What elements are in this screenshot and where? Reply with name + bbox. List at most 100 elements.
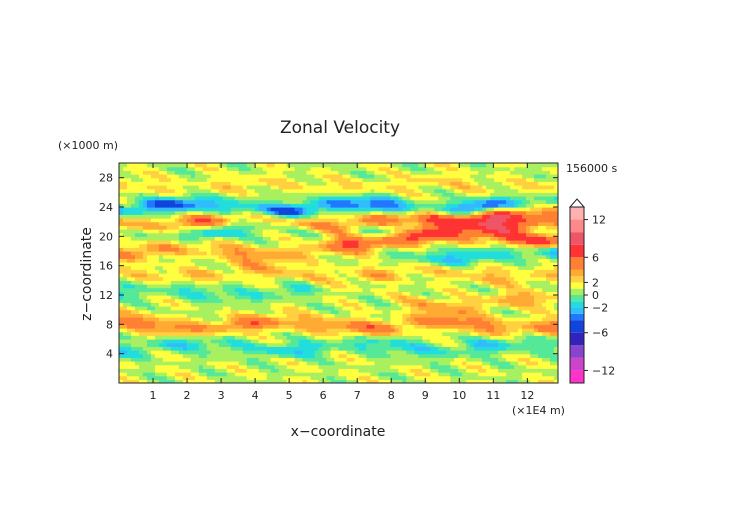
heatmap-cell — [130, 317, 136, 322]
heatmap-cell — [526, 236, 531, 241]
heatmap-cell — [338, 284, 344, 289]
heatmap-cell — [458, 273, 463, 278]
heatmap-cell — [194, 218, 200, 223]
heatmap-cell — [282, 254, 288, 259]
heatmap-cell — [382, 280, 387, 285]
heatmap-cell — [254, 357, 260, 362]
heatmap-cell — [274, 328, 280, 333]
heatmap-cell — [182, 313, 188, 318]
heatmap-cell — [514, 368, 519, 373]
heatmap-cell — [418, 313, 423, 318]
heatmap-cell — [134, 306, 140, 311]
heatmap-cell — [202, 328, 208, 333]
heatmap-cell — [138, 276, 144, 281]
heatmap-cell — [270, 317, 276, 322]
heatmap-cell — [190, 328, 196, 333]
heatmap-cell — [130, 284, 136, 289]
heatmap-cell — [306, 280, 312, 285]
heatmap-cell — [142, 375, 148, 380]
heatmap-cell — [474, 236, 479, 241]
heatmap-cell — [250, 218, 256, 223]
heatmap-cell — [198, 320, 204, 325]
heatmap-cell — [294, 364, 300, 369]
heatmap-cell — [326, 302, 332, 307]
heatmap-cell — [374, 357, 380, 362]
heatmap-cell — [122, 276, 128, 281]
heatmap-cell — [222, 342, 228, 347]
heatmap-cell — [306, 262, 312, 267]
heatmap-cell — [338, 218, 344, 223]
heatmap-cell — [418, 295, 423, 300]
heatmap-cell — [358, 287, 364, 292]
heatmap-cell — [402, 243, 407, 248]
heatmap-cell — [282, 284, 288, 289]
heatmap-cell — [142, 372, 148, 377]
heatmap-cell — [458, 221, 463, 226]
heatmap-cell — [494, 269, 499, 274]
heatmap-cell — [474, 232, 479, 237]
heatmap-cell — [506, 306, 511, 311]
heatmap-cell — [346, 273, 352, 278]
heatmap-cell — [202, 229, 208, 234]
heatmap-cell — [406, 273, 411, 278]
heatmap-cell — [358, 313, 364, 318]
heatmap-cell — [294, 280, 300, 285]
heatmap-cell — [358, 335, 364, 340]
heatmap-cell — [534, 353, 539, 358]
heatmap-cell — [414, 328, 419, 333]
heatmap-cell — [250, 287, 256, 292]
heatmap-cell — [326, 353, 332, 358]
heatmap-cell — [270, 251, 276, 256]
heatmap-cell — [414, 240, 419, 245]
heatmap-cell — [494, 243, 499, 248]
heatmap-cell — [119, 229, 124, 234]
heatmap-cell — [422, 287, 427, 292]
heatmap-cell — [470, 339, 475, 344]
heatmap-cell — [446, 339, 451, 344]
heatmap-cell — [294, 368, 300, 373]
heatmap-cell — [130, 302, 136, 307]
heatmap-cell — [134, 361, 140, 366]
heatmap-cell — [410, 298, 415, 303]
heatmap-cell — [294, 258, 300, 263]
heatmap-cell — [210, 225, 216, 230]
heatmap-cell — [450, 331, 455, 336]
heatmap-cell — [518, 302, 523, 307]
heatmap-cell — [522, 346, 527, 351]
heatmap-cell — [422, 295, 427, 300]
heatmap-cell — [322, 254, 328, 259]
heatmap-cell — [306, 335, 312, 340]
heatmap-cell — [546, 247, 551, 252]
heatmap-cell — [362, 251, 368, 256]
heatmap-cell — [298, 262, 304, 267]
heatmap-cell — [358, 346, 364, 351]
heatmap-cell — [186, 309, 192, 314]
heatmap-cell — [126, 291, 132, 296]
heatmap-cell — [406, 342, 411, 347]
heatmap-cell — [450, 221, 455, 226]
heatmap-cell — [254, 221, 260, 226]
heatmap-cell — [326, 309, 332, 314]
heatmap-cell — [514, 317, 519, 322]
heatmap-cell — [474, 309, 479, 314]
heatmap-cell — [490, 375, 495, 380]
heatmap-cell — [142, 236, 148, 241]
heatmap-cell — [450, 379, 455, 383]
heatmap-cell — [322, 361, 328, 366]
heatmap-cell — [462, 328, 467, 333]
heatmap-cell — [298, 361, 304, 366]
heatmap-cell — [418, 335, 423, 340]
heatmap-cell — [370, 229, 376, 234]
heatmap-cell — [418, 221, 423, 226]
heatmap-cell — [194, 350, 200, 355]
heatmap-cell — [238, 254, 244, 259]
heatmap-cell — [146, 251, 152, 256]
heatmap-cell — [314, 276, 320, 281]
heatmap-cell — [310, 276, 316, 281]
heatmap-cell — [226, 379, 232, 383]
heatmap-cell — [318, 287, 324, 292]
heatmap-cell — [382, 372, 387, 377]
heatmap-cell — [370, 350, 376, 355]
heatmap-cell — [130, 375, 136, 380]
heatmap-cell — [362, 368, 368, 373]
